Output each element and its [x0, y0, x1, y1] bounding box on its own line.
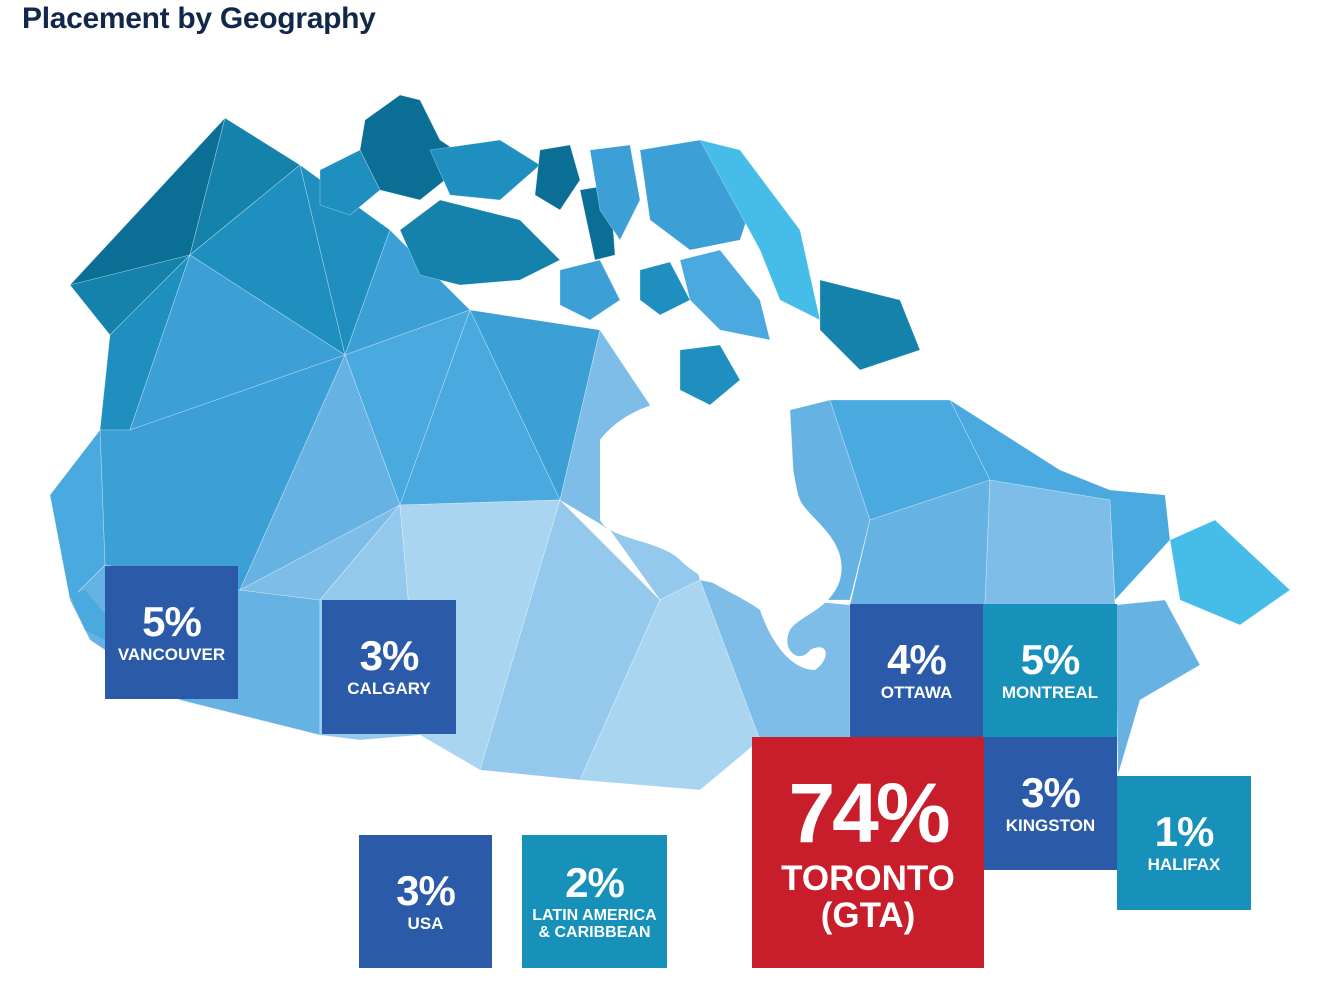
- ottawa-percent: 4%: [887, 635, 947, 683]
- montreal-percent: 5%: [1020, 635, 1081, 683]
- map-facet-maritimes: [1114, 599, 1201, 776]
- toronto-tile: 74% TORONTO (GTA): [752, 737, 984, 968]
- montreal-tile: 5% MONTREAL: [983, 604, 1117, 737]
- map-facet-quebec-d: [984, 479, 1116, 606]
- island-baffin-e: [679, 249, 771, 341]
- island-baffin-a: [589, 144, 641, 241]
- vancouver-label: VANCOUVER: [117, 644, 226, 664]
- island-axel: [534, 144, 581, 211]
- kingston-tile: 3% KINGSTON: [984, 737, 1117, 870]
- island-banks: [319, 149, 381, 216]
- calgary-percent: 3%: [359, 632, 420, 680]
- ottawa-tile: 4% OTTAWA: [850, 604, 983, 737]
- island-baffin-d: [819, 279, 921, 371]
- usa-percent: 3%: [396, 866, 456, 914]
- halifax-label: HALIFAX: [1147, 855, 1221, 875]
- calgary-label: CALGARY: [347, 679, 431, 699]
- map-facet-newfoundland: [1169, 519, 1291, 626]
- latam-tile: 2% LATIN AMERICA & CARIBBEAN: [522, 835, 667, 968]
- usa-tile: 3% USA: [359, 835, 492, 968]
- island-devon: [429, 139, 541, 201]
- vancouver-tile: 5% VANCOUVER: [105, 566, 238, 699]
- island-king-william: [559, 259, 621, 321]
- island-vancouver: [70, 590, 110, 640]
- kingston-percent: 3%: [1021, 768, 1081, 816]
- page-title: Placement by Geography: [22, 2, 376, 35]
- map-facet-ontario-b: [579, 579, 761, 791]
- toronto-label: TORONTO (GTA): [781, 858, 955, 935]
- vancouver-percent: 5%: [142, 597, 202, 645]
- usa-label: USA: [407, 913, 444, 933]
- mainland: [49, 117, 1291, 791]
- island-victoria: [399, 199, 561, 286]
- calgary-tile: 3% CALGARY: [322, 600, 456, 734]
- island-prince-patrick: [639, 261, 691, 316]
- toronto-percent: 74%: [788, 765, 950, 860]
- arctic-islands: [319, 94, 921, 406]
- montreal-label: MONTREAL: [1001, 682, 1099, 702]
- halifax-percent: 1%: [1154, 808, 1215, 856]
- halifax-tile: 1% HALIFAX: [1117, 776, 1251, 910]
- island-southampton: [679, 344, 741, 406]
- latam-percent: 2%: [565, 858, 625, 906]
- hudson-bay: [600, 397, 842, 670]
- kingston-label: KINGSTON: [1005, 815, 1096, 835]
- ottawa-label: OTTAWA: [880, 682, 953, 702]
- latam-label: LATIN AMERICA & CARIBBEAN: [532, 906, 657, 941]
